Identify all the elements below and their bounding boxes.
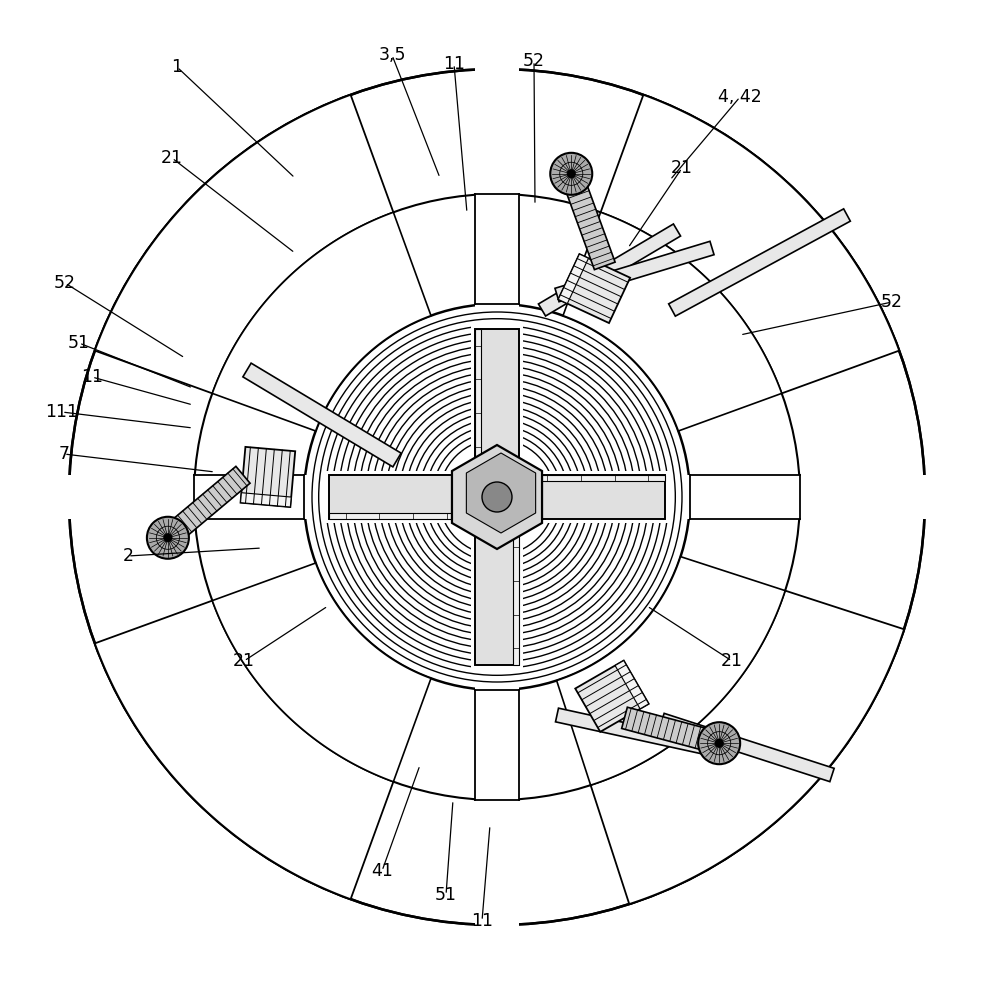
Polygon shape [473,471,670,523]
Circle shape [550,153,592,195]
Polygon shape [95,94,393,394]
Polygon shape [475,685,519,930]
Text: 21: 21 [721,652,743,670]
Polygon shape [475,329,481,497]
Polygon shape [497,475,665,519]
Text: 51: 51 [435,886,457,904]
Polygon shape [329,475,497,519]
Circle shape [715,739,723,747]
Circle shape [194,194,800,800]
Polygon shape [513,497,519,665]
Circle shape [441,441,553,553]
Text: 11: 11 [471,912,493,930]
Polygon shape [475,64,519,309]
Polygon shape [538,224,681,316]
Polygon shape [475,329,519,497]
Text: 2: 2 [123,547,134,565]
Text: 21: 21 [233,652,255,670]
Text: 52: 52 [881,293,903,311]
Circle shape [64,64,930,930]
Polygon shape [64,475,309,519]
Polygon shape [471,473,523,670]
Text: 3,5: 3,5 [378,46,406,64]
Polygon shape [557,557,785,785]
Polygon shape [241,493,291,507]
Polygon shape [175,466,250,535]
Text: 52: 52 [54,274,76,292]
Polygon shape [567,187,615,269]
Polygon shape [556,708,718,756]
Polygon shape [558,254,630,323]
Polygon shape [575,661,649,732]
Circle shape [482,482,512,512]
Circle shape [698,723,740,764]
Polygon shape [660,714,834,781]
Text: 4, 42: 4, 42 [718,88,762,106]
Text: 52: 52 [523,52,545,70]
Polygon shape [601,94,899,394]
Polygon shape [471,324,523,521]
Polygon shape [324,471,521,523]
Polygon shape [475,497,519,665]
Circle shape [304,304,690,690]
Text: 111: 111 [46,403,79,421]
Polygon shape [669,209,850,316]
Text: 51: 51 [68,334,90,352]
Text: 7: 7 [59,445,70,463]
Polygon shape [563,213,782,431]
Polygon shape [452,445,542,549]
Polygon shape [685,475,930,519]
Polygon shape [466,453,536,533]
Text: 11: 11 [81,368,103,386]
Text: 41: 41 [371,862,393,880]
Circle shape [567,170,575,178]
Polygon shape [497,475,665,481]
Polygon shape [243,363,401,467]
Circle shape [164,534,172,542]
Text: 21: 21 [161,149,183,167]
Polygon shape [212,213,431,431]
Polygon shape [591,590,904,905]
Polygon shape [241,447,295,507]
Polygon shape [212,563,431,781]
Polygon shape [622,707,705,749]
Text: 11: 11 [443,55,465,73]
Polygon shape [558,254,588,303]
Circle shape [147,517,189,559]
Text: 21: 21 [671,159,693,177]
Polygon shape [615,661,649,709]
Polygon shape [95,600,393,900]
Text: 1: 1 [172,58,183,76]
Polygon shape [555,242,714,302]
Polygon shape [329,513,497,519]
